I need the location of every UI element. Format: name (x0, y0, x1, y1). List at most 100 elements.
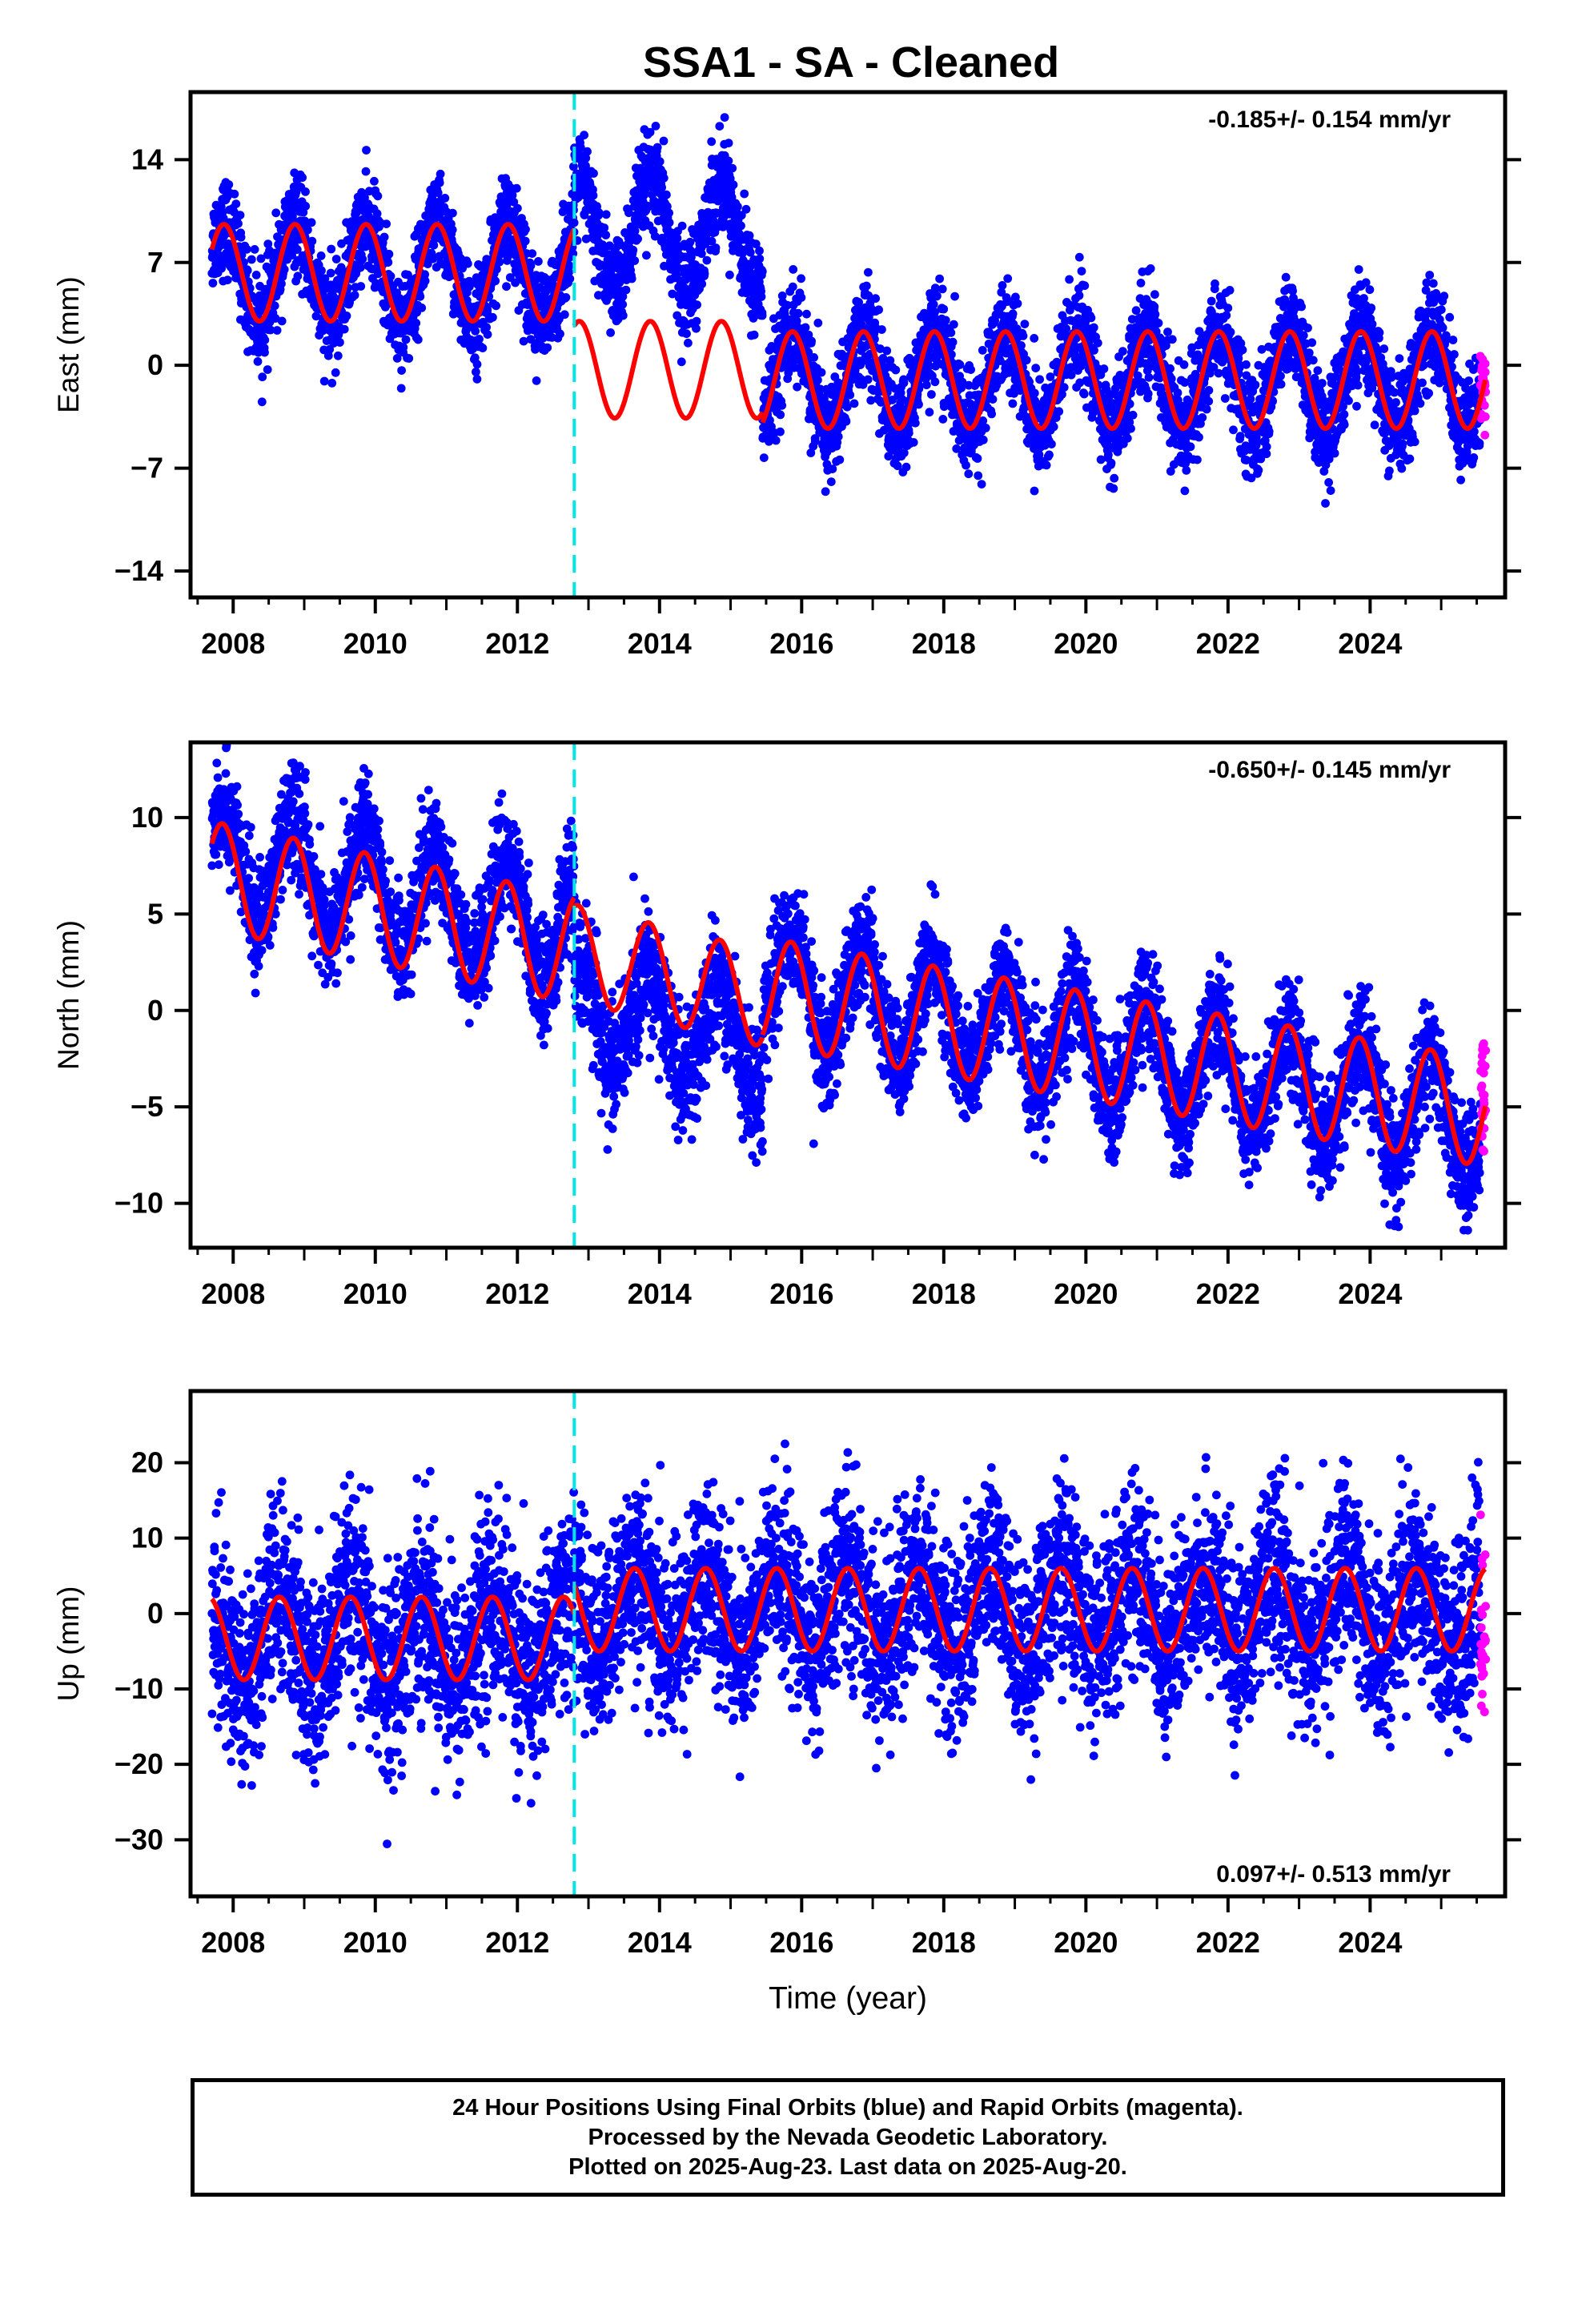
final-orbit-point (813, 318, 823, 328)
final-orbit-point (662, 190, 671, 199)
final-orbit-point (949, 320, 958, 329)
final-orbit-point (420, 276, 430, 286)
final-orbit-point (1150, 310, 1160, 319)
final-orbit-point (370, 176, 379, 186)
final-orbit-point (301, 202, 311, 211)
final-orbit-point (327, 379, 337, 388)
final-orbit-point (224, 180, 234, 189)
final-orbit-point (901, 462, 911, 472)
final-orbit-point (1008, 399, 1018, 408)
final-orbit-point (776, 427, 785, 436)
final-orbit-point (877, 325, 886, 334)
final-orbit-point (606, 328, 615, 337)
final-orbit-point (962, 460, 970, 470)
final-orbit-point (998, 281, 1007, 290)
final-orbit-point (1193, 455, 1202, 464)
final-orbit-point (320, 274, 330, 283)
final-orbit-point (1235, 432, 1245, 440)
final-orbit-point (1144, 372, 1154, 382)
final-orbit-point (1222, 311, 1231, 320)
final-orbit-point (821, 487, 830, 497)
final-orbit-point (1166, 364, 1174, 373)
final-orbit-point (1031, 364, 1041, 372)
final-orbit-point (279, 265, 289, 274)
final-orbit-point (724, 156, 733, 166)
final-orbit-point (319, 376, 329, 386)
final-orbit-point (1242, 360, 1251, 369)
final-orbit-point (260, 336, 270, 344)
final-orbit-point (1204, 386, 1214, 395)
final-orbit-point (1030, 334, 1039, 343)
final-orbit-point (316, 251, 326, 260)
final-orbit-point (621, 285, 631, 295)
final-orbit-point (845, 390, 855, 400)
final-orbit-point (630, 256, 640, 265)
final-orbit-point (561, 293, 571, 302)
final-orbit-point (817, 368, 826, 377)
final-orbit-point (909, 438, 918, 447)
final-orbit-point (899, 378, 909, 388)
final-orbit-point (871, 294, 880, 304)
final-orbit-point (826, 477, 836, 486)
final-orbit-point (1211, 279, 1219, 288)
final-orbit-point (1126, 424, 1135, 433)
final-orbit-point (1163, 328, 1172, 336)
final-orbit-point (797, 274, 805, 283)
final-orbit-point (1045, 450, 1054, 460)
final-orbit-point (528, 249, 537, 258)
final-orbit-point (256, 254, 266, 263)
final-orbit-point (513, 203, 522, 213)
final-orbit-point (978, 346, 987, 355)
final-orbit-point (307, 218, 316, 227)
final-orbit-point (1020, 320, 1030, 328)
final-orbit-point (757, 267, 767, 276)
final-orbit-point (771, 436, 781, 445)
final-orbit-point (711, 243, 721, 252)
final-orbit-point (665, 218, 674, 227)
final-orbit-point (863, 375, 873, 384)
final-orbit-point (655, 157, 665, 167)
final-orbit-point (797, 293, 806, 302)
final-orbit-point (435, 178, 444, 187)
final-orbit-point (1109, 484, 1118, 493)
final-orbit-point (234, 219, 243, 228)
final-orbit-point (1110, 473, 1119, 483)
final-orbit-point (1065, 275, 1074, 284)
final-orbit-point (700, 269, 709, 279)
final-orbit-point (386, 271, 396, 281)
final-orbit-point (1150, 290, 1159, 300)
final-orbit-point (693, 300, 701, 309)
final-orbit-point (1225, 286, 1235, 295)
final-orbit-point (440, 194, 450, 203)
final-orbit-point (1229, 425, 1238, 435)
final-orbit-point (1079, 389, 1089, 399)
final-orbit-point (355, 263, 365, 272)
final-orbit-point (1008, 309, 1018, 319)
final-orbit-point (1099, 364, 1109, 373)
final-orbit-point (416, 292, 425, 301)
final-orbit-point (813, 376, 822, 384)
final-orbit-point (737, 221, 745, 231)
final-orbit-point (236, 232, 246, 242)
final-orbit-point (556, 329, 564, 339)
final-orbit-point (361, 167, 371, 176)
final-orbit-point (301, 187, 310, 196)
final-orbit-point (342, 312, 351, 320)
final-orbit-point (1136, 279, 1146, 287)
final-orbit-point (448, 225, 457, 235)
final-orbit-point (601, 210, 611, 219)
final-orbit-point (520, 236, 530, 246)
final-orbit-point (802, 309, 811, 319)
final-orbit-point (277, 279, 286, 288)
final-orbit-point (600, 223, 609, 232)
final-orbit-point (417, 304, 427, 312)
final-orbit-point (810, 436, 820, 446)
final-orbit-point (929, 300, 938, 309)
final-orbit-point (448, 208, 457, 218)
final-orbit-point (1074, 252, 1084, 262)
final-orbit-point (1080, 281, 1090, 291)
final-orbit-point (1131, 306, 1141, 316)
final-orbit-point (1093, 338, 1102, 348)
final-orbit-point (478, 344, 488, 352)
